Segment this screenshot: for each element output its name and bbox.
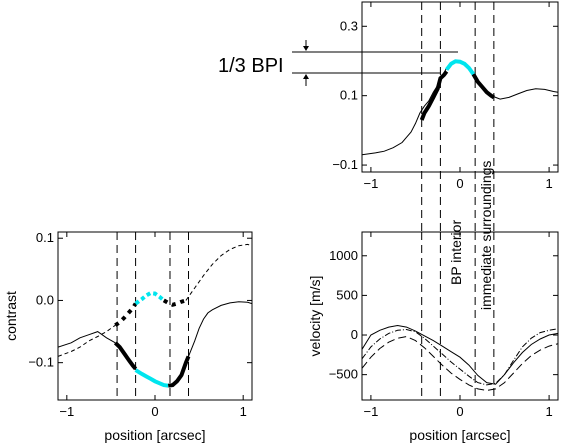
bottom-left-xtick-label: 0	[151, 404, 158, 419]
bottom-left-series-line	[134, 290, 166, 306]
bottom-left-series-line	[185, 243, 252, 301]
bottom-right-ytick-label: 1000	[329, 248, 358, 263]
top-right-series-line	[419, 70, 449, 121]
bottom-left-series-line	[188, 301, 252, 357]
top-right-series-line	[445, 59, 476, 76]
bottom-left-series-line	[134, 368, 169, 388]
bottom-left-xlabel: position [arcsec]	[104, 427, 205, 443]
bottom-right-series-line	[362, 328, 558, 386]
top-right-xtick-label: −1	[363, 176, 378, 191]
top-right-xtick-label: 0	[456, 176, 463, 191]
bottom-left-xtick-label: −1	[59, 404, 74, 419]
bottom-left-xtick-label: 1	[240, 404, 247, 419]
top-right-ytick-label: −0.1	[332, 157, 358, 172]
top-right-plot: −1 0 1 −0.1 0.1 0.3	[332, 2, 558, 232]
bottom-right-ytick-label: 0	[351, 327, 358, 342]
bottom-left-ylabel: contrast	[3, 291, 19, 341]
top-right-ytick-label: 0.3	[340, 18, 358, 33]
bottom-right-ylabel: velocity [m/s]	[307, 276, 323, 357]
top-right-series-line	[471, 73, 495, 100]
bottom-left-series-line	[58, 331, 116, 348]
bpi-lower-arrowhead	[303, 74, 309, 79]
bottom-left-ytick-label: 0.0	[36, 292, 54, 307]
bpi-label: 1/3 BPI	[218, 55, 284, 77]
bpi-upper-arrowhead	[303, 46, 309, 51]
bpi-annotation: 1/3 BPI	[218, 40, 458, 86]
bottom-left-plot: −1 0 1 −0.1 0.0 0.1	[28, 230, 252, 419]
top-right-series-line	[362, 61, 558, 156]
bottom-left-series-line	[167, 355, 191, 388]
bottom-right-series-line	[362, 324, 558, 385]
immediate-surroundings-label: immediate surroundings	[478, 161, 494, 310]
bottom-left-plot-frame	[57, 231, 253, 401]
bottom-left-series-line	[162, 298, 187, 307]
bottom-right-plot: −1 0 1 −500 0 500 1000	[329, 232, 558, 419]
top-right-plot-frame	[361, 1, 559, 173]
bottom-right-xtick-label: 0	[456, 404, 463, 419]
top-right-xtick-label: 1	[545, 176, 552, 191]
bottom-right-series-line	[362, 336, 558, 392]
bp-interior-label: BP interior	[448, 220, 464, 285]
bottom-left-series-line	[113, 341, 138, 371]
bottom-right-ytick-label: −500	[329, 367, 358, 382]
bottom-left-series-line	[58, 324, 116, 357]
top-right-ytick-label: 0.1	[340, 88, 358, 103]
bottom-left-ytick-label: 0.1	[36, 230, 54, 245]
bottom-right-xlabel: position [arcsec]	[409, 427, 510, 443]
bottom-left-series-line	[114, 302, 138, 327]
bottom-right-ytick-label: 500	[336, 287, 358, 302]
bottom-left-ytick-label: −0.1	[28, 355, 54, 370]
bottom-right-xtick-label: −1	[363, 404, 378, 419]
bottom-right-xtick-label: 1	[545, 404, 552, 419]
